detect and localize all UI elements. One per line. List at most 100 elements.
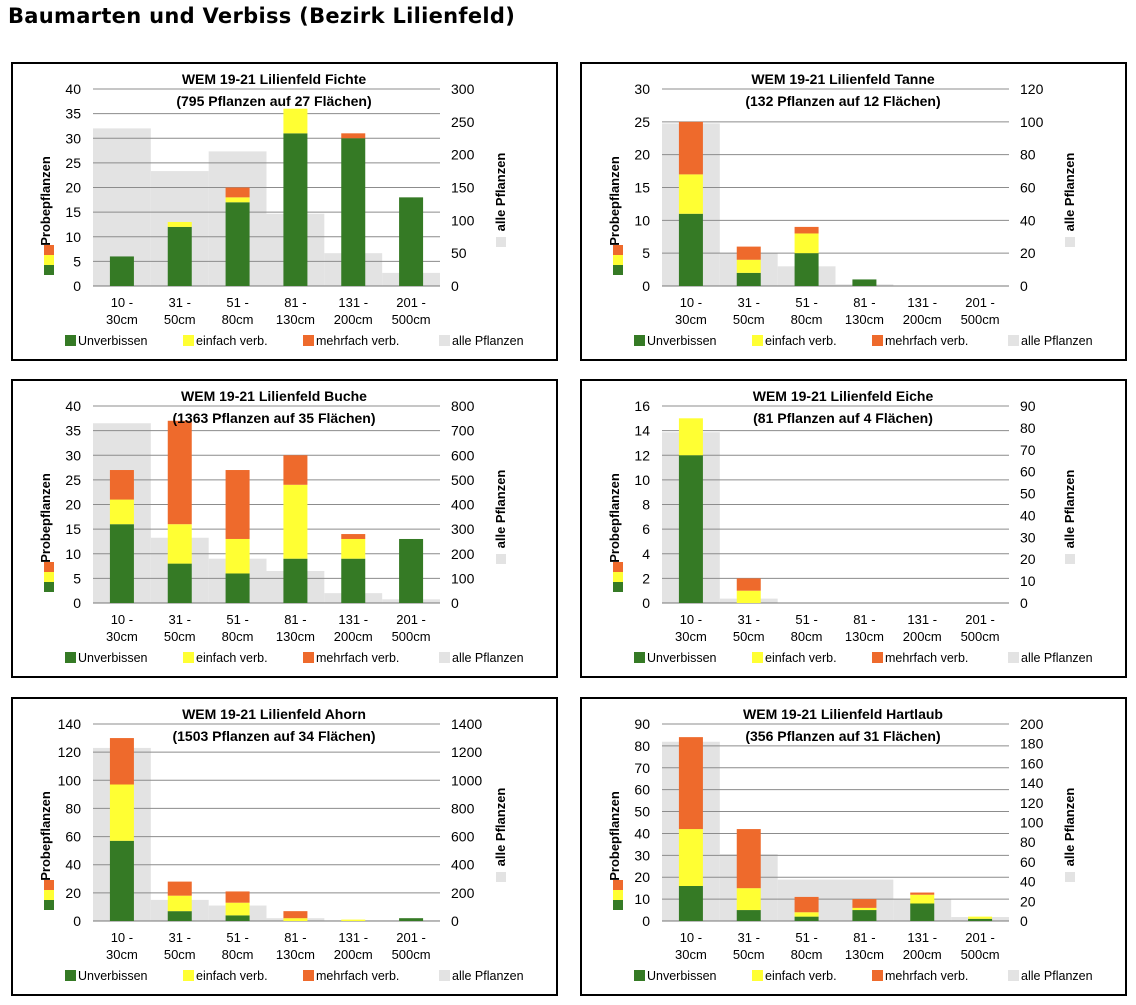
legend-alle-pflanzen-swatch [439, 652, 450, 663]
y2-tick-label: 800 [451, 398, 475, 414]
key-alle-square [496, 237, 506, 247]
x-tick-label: 500cm [961, 629, 1000, 644]
y2-axis-label: alle Pflanzen [1062, 788, 1077, 867]
x-tick-label: 10 - [680, 930, 702, 945]
y-tick-label: 15 [634, 180, 650, 196]
y2-tick-label: 0 [1020, 278, 1028, 294]
x-tick-label: 131 - [907, 295, 937, 310]
bar-einfach-verb [736, 259, 761, 273]
y-tick-label: 40 [634, 825, 650, 841]
bar-mehrfach-verb [167, 420, 192, 525]
key-einfach-square [613, 572, 623, 582]
y-tick-label: 0 [73, 913, 81, 929]
y-tick-label: 80 [634, 738, 650, 754]
x-tick-label: 81 - [853, 295, 875, 310]
x-tick-label: 81 - [284, 612, 306, 627]
y2-tick-label: 80 [1020, 147, 1036, 163]
bar-unverbissen [109, 524, 134, 603]
y2-tick-label: 200 [1020, 716, 1044, 732]
chart-title: WEM 19-21 Lilienfeld Ahorn [182, 706, 366, 722]
y-axis-label: Probepflanzen [607, 791, 622, 881]
x-tick-label: 201 - [965, 295, 995, 310]
legend-mehrfach-verb-swatch [303, 970, 314, 981]
key-alle-square [1065, 554, 1075, 564]
y2-tick-label: 1000 [451, 772, 482, 788]
chart-title: WEM 19-21 Lilienfeld Hartlaub [743, 706, 943, 722]
y2-tick-label: 60 [1020, 854, 1036, 870]
key-einfach-square [613, 255, 623, 265]
y-tick-label: 20 [65, 180, 81, 196]
chart-panel-ahorn: 0 20 40 60 80 100 120 140 0 200 400 600 800 1000 1200 1… [11, 697, 558, 996]
x-tick-label: 51 - [795, 612, 817, 627]
x-tick-label: 30cm [106, 312, 138, 327]
x-tick-label: 31 - [738, 930, 760, 945]
bar-mehrfach-verb [225, 187, 250, 198]
y-tick-label: 60 [65, 829, 81, 845]
chart-subtitle: (81 Pflanzen auf 4 Flächen) [753, 410, 933, 426]
y-tick-label: 35 [65, 423, 81, 439]
y2-tick-label: 60 [1020, 464, 1036, 480]
x-tick-label: 131 - [907, 612, 937, 627]
x-tick-label: 10 - [111, 930, 133, 945]
y-tick-label: 30 [634, 81, 650, 97]
y-tick-label: 5 [73, 253, 81, 269]
x-tick-label: 31 - [169, 295, 191, 310]
x-tick-label: 10 - [680, 612, 702, 627]
y-tick-label: 10 [634, 472, 650, 488]
key-mehrfach-square [44, 245, 54, 255]
bar-einfach-verb [794, 233, 819, 254]
y-tick-label: 0 [73, 278, 81, 294]
bar-mehrfach-verb [225, 891, 250, 903]
legend-einfach-verb-swatch [752, 652, 763, 663]
y2-tick-label: 40 [1020, 507, 1036, 523]
legend-unverbissen-label: Unverbissen [78, 651, 148, 665]
legend-mehrfach-verb-label: mehrfach verb. [885, 651, 968, 665]
x-tick-label: 51 - [226, 612, 248, 627]
bar-einfach-verb [283, 484, 308, 559]
bar-einfach-verb [225, 902, 250, 916]
bar-einfach-verb [283, 108, 308, 134]
y2-tick-label: 800 [451, 800, 475, 816]
x-tick-label: 500cm [961, 312, 1000, 327]
x-tick-label: 131 - [338, 930, 368, 945]
y-tick-label: 40 [65, 81, 81, 97]
key-mehrfach-square [613, 880, 623, 890]
y-tick-label: 25 [65, 155, 81, 171]
chart-svg-buche: 0510152025303540010020030040050060070080… [38, 388, 524, 665]
chart-subtitle: (1363 Pflanzen auf 35 Flächen) [172, 410, 375, 426]
x-tick-label: 130cm [845, 312, 884, 327]
y-tick-label: 100 [58, 772, 82, 788]
bar-einfach-verb [109, 784, 134, 841]
legend-alle-pflanzen-swatch [1008, 335, 1019, 346]
key-alle-square [496, 872, 506, 882]
y2-tick-label: 200 [451, 546, 475, 562]
x-tick-label: 201 - [396, 295, 426, 310]
y-tick-label: 120 [58, 744, 82, 760]
bar-unverbissen [794, 916, 819, 921]
x-tick-label: 50cm [733, 312, 765, 327]
bar-einfach-verb [794, 912, 819, 917]
bar-einfach-verb [852, 907, 877, 911]
bar-einfach-verb [283, 918, 308, 921]
legend-mehrfach-verb-swatch [872, 970, 883, 981]
bar-unverbissen [678, 213, 703, 286]
y2-tick-label: 0 [451, 913, 459, 929]
x-tick-label: 31 - [169, 930, 191, 945]
chart-title: WEM 19-21 Lilienfeld Tanne [751, 71, 935, 87]
y-tick-label: 5 [642, 245, 650, 261]
legend-mehrfach-verb-label: mehrfach verb. [316, 969, 399, 983]
y2-tick-label: 500 [451, 472, 475, 488]
bar-mehrfach-verb [678, 121, 703, 175]
y2-tick-label: 100 [1020, 114, 1044, 130]
legend-unverbissen-label: Unverbissen [647, 334, 717, 348]
chart-svg-eiche: 0 2 4 6 8 10 12 14 16 0 10 20 30 40 50 60 70 80 90 10 - 30cm… [607, 388, 1093, 665]
y2-tick-label: 0 [451, 278, 459, 294]
bar-mehrfach-verb [910, 892, 935, 895]
y2-tick-label: 200 [451, 147, 475, 163]
bar-unverbissen [109, 840, 134, 921]
x-tick-label: 200cm [334, 947, 373, 962]
y-tick-label: 8 [642, 497, 650, 513]
legend-alle-pflanzen-swatch [1008, 652, 1019, 663]
y-axis-label: Probepflanzen [38, 473, 53, 563]
x-tick-label: 131 - [338, 295, 368, 310]
